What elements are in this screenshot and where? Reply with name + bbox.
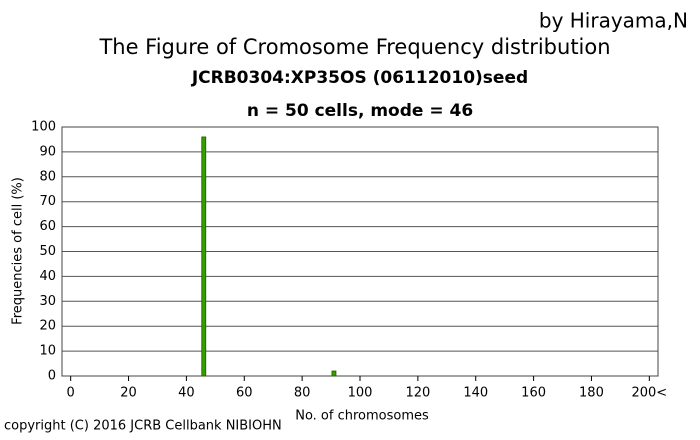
y-axis-label: Frequencies of cell (%): [11, 177, 26, 325]
x-tick-label: 60: [236, 386, 253, 401]
x-tick-label: 180: [579, 386, 604, 401]
y-tick-label: 100: [31, 120, 56, 135]
y-tick-label: 10: [39, 344, 56, 359]
bar: [201, 136, 207, 377]
y-tick-label: 40: [39, 269, 56, 284]
annotation: n = 50 cells, mode = 46: [247, 101, 473, 121]
chart-title: The Figure of Cromosome Frequency distri…: [98, 35, 610, 59]
y-tick-label: 20: [39, 319, 56, 334]
x-tick-label: 80: [294, 386, 311, 401]
x-tick-label: 200<: [631, 386, 667, 401]
y-tick-label: 0: [48, 369, 56, 384]
x-tick-label: 0: [67, 386, 75, 401]
x-tick-label: 100: [348, 386, 373, 401]
x-tick-label: 20: [120, 386, 137, 401]
y-tick-label: 50: [39, 244, 56, 259]
x-tick-label: 160: [521, 386, 546, 401]
y-tick-label: 70: [39, 194, 56, 209]
x-axis-label: No. of chromosomes: [295, 409, 429, 424]
copyright: copyright (C) 2016 JCRB Cellbank NIBIOHN: [4, 419, 282, 434]
y-tick-label: 30: [39, 294, 56, 309]
chart-subtitle: JCRB0304:XP35OS (06112010)seed: [191, 68, 528, 88]
y-tick-label: 90: [39, 144, 56, 159]
x-tick-label: 40: [178, 386, 195, 401]
credit: by Hirayama,N: [539, 9, 688, 33]
bar: [331, 370, 337, 377]
x-tick-label: 140: [463, 386, 488, 401]
y-tick-label: 80: [39, 169, 56, 184]
x-tick-label: 120: [405, 386, 430, 401]
y-tick-label: 60: [39, 219, 56, 234]
